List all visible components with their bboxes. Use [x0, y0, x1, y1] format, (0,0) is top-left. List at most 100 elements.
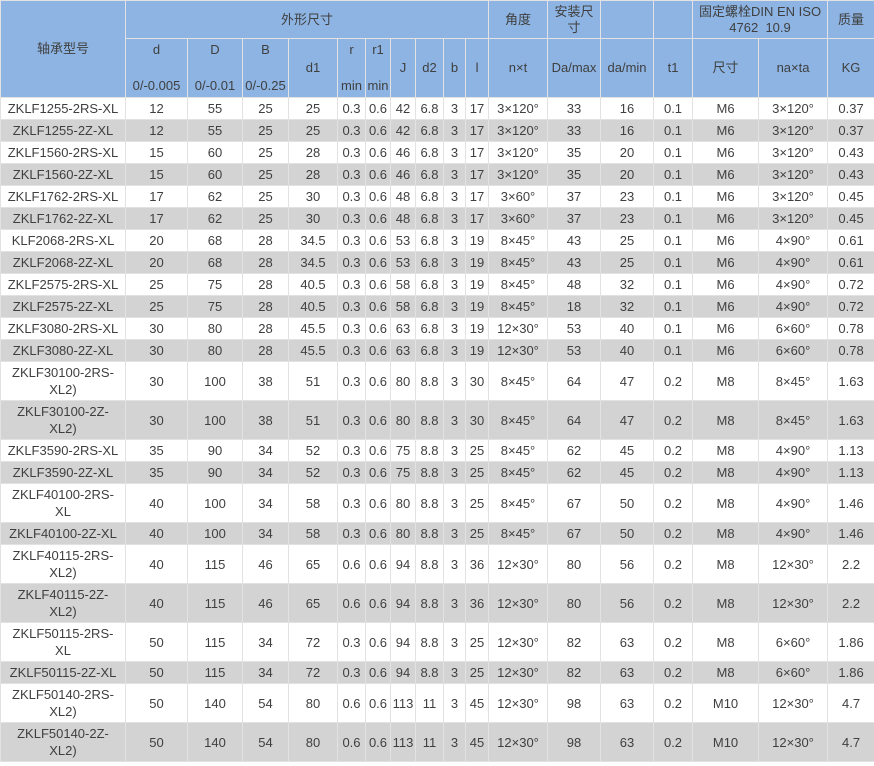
cell-t1: 0.2 [653, 583, 694, 623]
cell-da-max: 80 [547, 583, 602, 623]
cell-J: 48 [390, 207, 416, 230]
cell-B: 28 [242, 295, 289, 318]
cell-d1: 30 [288, 207, 338, 230]
cell-D: 75 [187, 273, 243, 296]
column-header-t1: t1 [653, 38, 694, 98]
cell-nxt: 8×45° [488, 361, 549, 401]
table-row: ZKLF2575-2Z-XL 25 75 28 40.5 0.3 0.6 58 6.8 3 19 8×… [0, 295, 874, 318]
cell-da-max: 82 [547, 661, 602, 684]
cell-r1: 0.6 [365, 522, 391, 545]
cell-r1: 0.6 [365, 97, 391, 120]
cell-r1: 0.6 [365, 295, 391, 318]
cell-d2: 6.8 [415, 317, 444, 340]
cell-da-max: 18 [547, 295, 602, 318]
cell-nxt: 8×45° [488, 522, 549, 545]
column-label-B: B [261, 42, 270, 57]
cell-D: 140 [187, 683, 243, 723]
cell-r1: 0.6 [365, 207, 391, 230]
cell-da-max: 53 [547, 317, 602, 340]
table-row: KLF2068-2RS-XL 20 68 28 34.5 0.3 0.6 53 6.8 3 19 8×… [0, 229, 874, 252]
cell-d: 30 [125, 317, 188, 340]
cell-J: 48 [390, 185, 416, 208]
group-header-dimensions: 外形尺寸 [124, 0, 490, 39]
cell-t1: 0.2 [653, 622, 694, 662]
cell-r: 0.3 [337, 483, 366, 523]
cell-kg: 4.7 [827, 722, 874, 762]
column-header-nxt: n×t [488, 38, 549, 98]
cell-naxta: 3×120° [758, 119, 829, 142]
cell-bolt-size: M6 [692, 119, 760, 142]
cell-kg: 0.45 [827, 185, 874, 208]
cell-bolt-size: M8 [692, 544, 760, 584]
cell-kg: 2.2 [827, 583, 874, 623]
cell-d1: 30 [288, 185, 338, 208]
cell-da-min: 47 [600, 361, 655, 401]
cell-r1: 0.6 [365, 229, 391, 252]
cell-d: 20 [125, 229, 188, 252]
cell-naxta: 6×60° [758, 661, 829, 684]
cell-b: 3 [443, 229, 466, 252]
cell-nxt: 3×60° [488, 207, 549, 230]
cell-t1: 0.2 [653, 544, 694, 584]
cell-b: 3 [443, 361, 466, 401]
cell-r: 0.6 [337, 544, 366, 584]
cell-da-min: 20 [600, 163, 655, 186]
cell-t1: 0.1 [653, 163, 694, 186]
cell-naxta: 3×120° [758, 185, 829, 208]
cell-bolt-size: M8 [692, 522, 760, 545]
model-cell: ZKLF1762-2Z-XL [0, 207, 126, 230]
cell-d2: 11 [415, 722, 444, 762]
cell-da-max: 82 [547, 622, 602, 662]
cell-da-min: 63 [600, 661, 655, 684]
cell-d1: 65 [288, 583, 338, 623]
model-cell: ZKLF40115-2Z-XL2) [0, 583, 126, 623]
cell-J: 53 [390, 251, 416, 274]
cell-kg: 1.63 [827, 400, 874, 440]
table-row: ZKLF1560-2RS-XL 15 60 25 28 0.3 0.6 46 6.8 3 17 3×1… [0, 141, 874, 164]
group-header-blank-da-min [600, 0, 655, 39]
cell-J: 63 [390, 317, 416, 340]
model-cell: KLF2068-2RS-XL [0, 229, 126, 252]
cell-d2: 6.8 [415, 185, 444, 208]
cell-l: 45 [464, 722, 490, 762]
cell-B: 28 [242, 273, 289, 296]
cell-d: 30 [125, 339, 188, 362]
cell-J: 46 [390, 163, 416, 186]
model-cell: ZKLF40100-2RS-XL [0, 483, 126, 523]
cell-r1: 0.6 [365, 461, 391, 484]
cell-bolt-size: M10 [692, 722, 760, 762]
cell-nxt: 3×120° [488, 119, 549, 142]
cell-r1: 0.6 [365, 661, 391, 684]
cell-B: 46 [242, 544, 289, 584]
cell-bolt-size: M6 [692, 251, 760, 274]
cell-naxta: 3×120° [758, 207, 829, 230]
cell-t1: 0.2 [653, 483, 694, 523]
cell-l: 19 [464, 273, 490, 296]
cell-nxt: 12×30° [488, 544, 549, 584]
cell-b: 3 [443, 544, 466, 584]
cell-d1: 58 [288, 522, 338, 545]
cell-r1: 0.6 [365, 119, 391, 142]
cell-bolt-size: M6 [692, 317, 760, 340]
cell-d2: 8.8 [415, 483, 444, 523]
column-header-J: J [390, 38, 416, 98]
cell-kg: 1.86 [827, 661, 874, 684]
cell-l: 25 [464, 439, 490, 462]
model-cell: ZKLF50115-2Z-XL [0, 661, 126, 684]
cell-b: 3 [443, 295, 466, 318]
cell-J: 94 [390, 583, 416, 623]
cell-B: 25 [242, 163, 289, 186]
cell-naxta: 6×60° [758, 317, 829, 340]
cell-kg: 4.7 [827, 683, 874, 723]
cell-bolt-size: M6 [692, 273, 760, 296]
cell-B: 28 [242, 317, 289, 340]
cell-t1: 0.1 [653, 295, 694, 318]
cell-b: 3 [443, 163, 466, 186]
column-header-r1: r1 min [365, 38, 391, 98]
cell-B: 25 [242, 141, 289, 164]
cell-t1: 0.1 [653, 229, 694, 252]
cell-r1: 0.6 [365, 583, 391, 623]
cell-d: 50 [125, 683, 188, 723]
cell-D: 55 [187, 97, 243, 120]
cell-naxta: 6×60° [758, 339, 829, 362]
